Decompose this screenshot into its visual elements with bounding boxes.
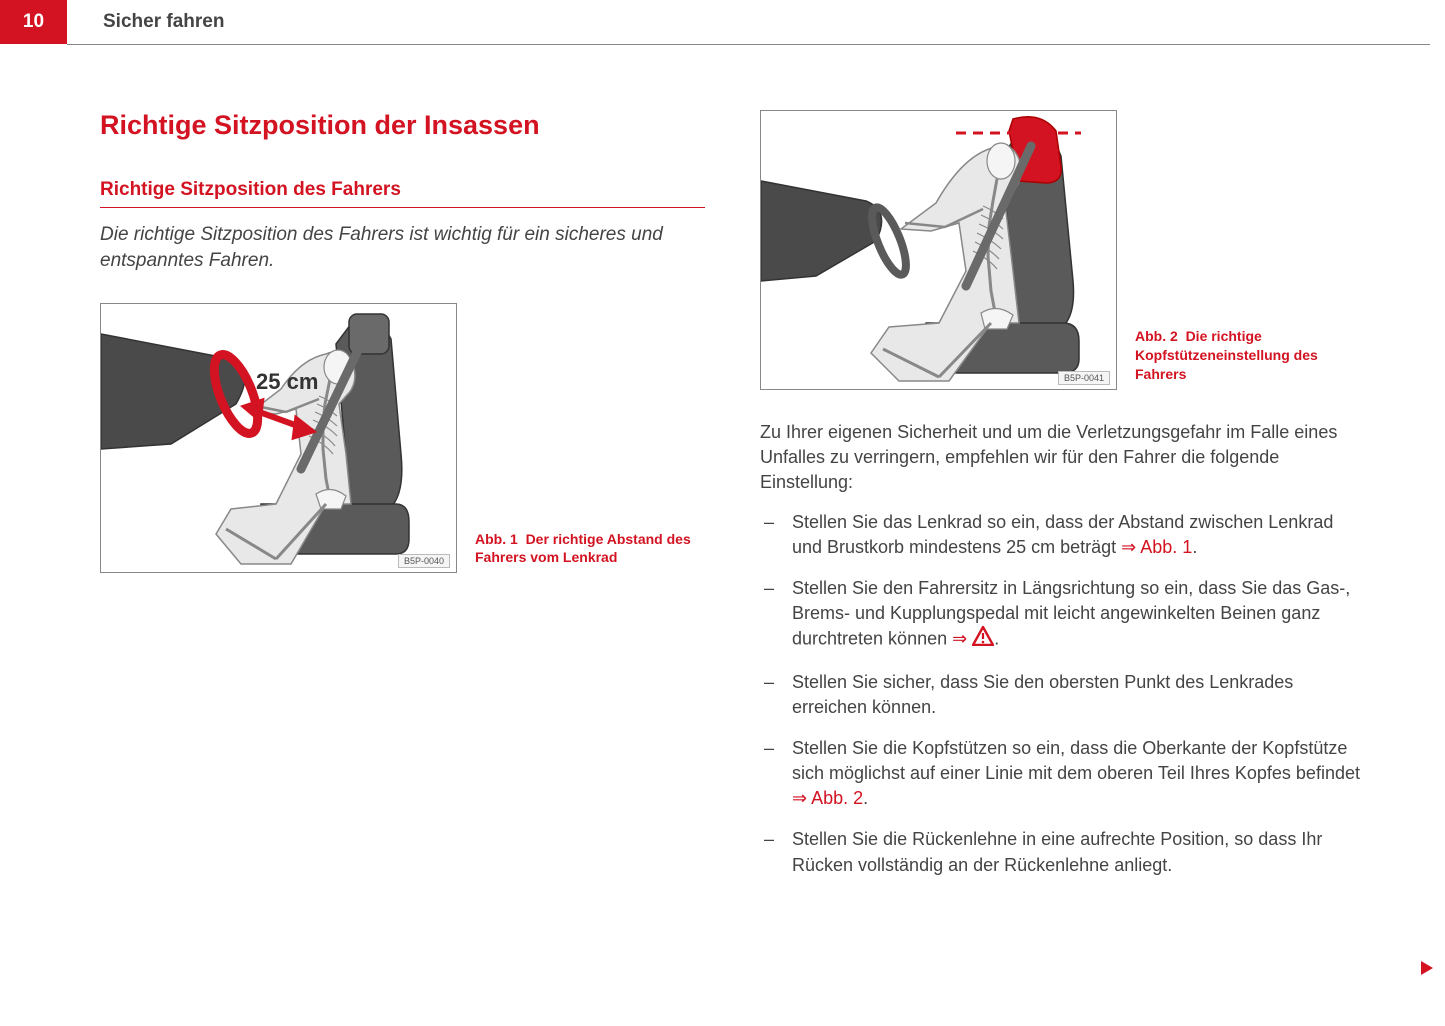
list-item: Stellen Sie das Lenkrad so ein, dass der… xyxy=(760,510,1365,560)
figure-1-row: 25 cm B5P-0040 Abb. 1 Der richtige Absta… xyxy=(100,303,705,573)
intro-text: Die richtige Sitzposition des Fahrers is… xyxy=(100,222,705,273)
list-item: Stellen Sie die Kopfstützen so ein, dass… xyxy=(760,736,1365,812)
figure-2-code: B5P-0041 xyxy=(1058,371,1110,385)
sub-heading: Richtige Sitzposition des Fahrers xyxy=(100,179,705,208)
figure-1-code: B5P-0040 xyxy=(398,554,450,568)
figure-1-caption-prefix: Abb. 1 xyxy=(475,531,518,547)
cross-reference: ⇒ Abb. 1 xyxy=(1121,537,1192,557)
figure-2-svg xyxy=(761,111,1117,390)
left-column: Richtige Sitzposition der Insassen Richt… xyxy=(100,110,705,996)
instruction-list: Stellen Sie das Lenkrad so ein, dass der… xyxy=(760,510,1365,878)
figure-2-caption: Abb. 2 Die richtige Kopfstützeneinstellu… xyxy=(1135,327,1365,390)
figure-1-caption: Abb. 1 Der richtige Abstand des Fahrers … xyxy=(475,530,705,574)
figure-1-svg: 25 cm xyxy=(101,304,457,573)
figure-2-row: B5P-0041 Abb. 2 Die richtige Kopfstützen… xyxy=(760,110,1365,390)
list-item-text: Stellen Sie die Rückenlehne in eine aufr… xyxy=(792,829,1322,874)
list-item-text: Stellen Sie das Lenkrad so ein, dass der… xyxy=(792,512,1333,557)
main-heading: Richtige Sitzposition der Insassen xyxy=(100,110,705,141)
cross-reference: ⇒ xyxy=(952,629,967,649)
list-item: Stellen Sie sicher, dass Sie den oberste… xyxy=(760,670,1365,720)
list-item-suffix: . xyxy=(863,788,868,808)
header-title: Sicher fahren xyxy=(67,0,224,44)
body-intro: Zu Ihrer eigenen Sicherheit und um die V… xyxy=(760,420,1365,496)
continue-arrow-icon xyxy=(1421,961,1433,978)
cross-reference: ⇒ Abb. 2 xyxy=(792,788,863,808)
content-area: Richtige Sitzposition der Insassen Richt… xyxy=(100,110,1365,996)
list-item: Stellen Sie die Rückenlehne in eine aufr… xyxy=(760,827,1365,877)
list-item-suffix: . xyxy=(1192,537,1197,557)
list-item: Stellen Sie den Fahrersitz in Längsricht… xyxy=(760,576,1365,654)
figure-2-caption-prefix: Abb. 2 xyxy=(1135,328,1178,344)
distance-label: 25 cm xyxy=(256,369,318,394)
right-column: B5P-0041 Abb. 2 Die richtige Kopfstützen… xyxy=(760,110,1365,996)
list-item-suffix: . xyxy=(994,629,999,649)
list-item-text: Stellen Sie die Kopfstützen so ein, dass… xyxy=(792,738,1360,783)
figure-1-image: 25 cm B5P-0040 xyxy=(100,303,457,573)
page-number: 10 xyxy=(0,0,67,44)
figure-2-image: B5P-0041 xyxy=(760,110,1117,390)
header-rule xyxy=(67,44,1430,45)
warning-icon xyxy=(972,626,994,653)
list-item-text: Stellen Sie den Fahrersitz in Längsricht… xyxy=(792,578,1350,649)
list-item-text: Stellen Sie sicher, dass Sie den oberste… xyxy=(792,672,1293,717)
